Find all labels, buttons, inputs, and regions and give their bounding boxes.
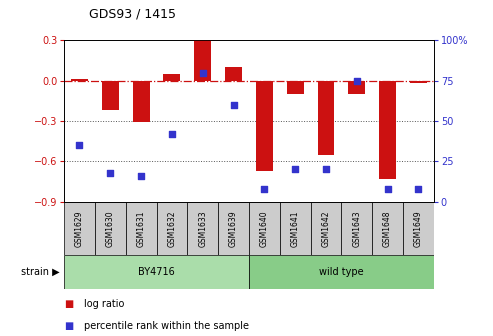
Text: GSM1640: GSM1640 bbox=[260, 210, 269, 247]
Text: GSM1629: GSM1629 bbox=[75, 210, 84, 247]
Bar bbox=[64, 202, 95, 255]
Text: GSM1633: GSM1633 bbox=[198, 210, 207, 247]
Bar bbox=[280, 202, 311, 255]
Bar bbox=[95, 202, 126, 255]
Bar bbox=[311, 202, 341, 255]
Bar bbox=[225, 67, 242, 81]
Bar bbox=[218, 202, 249, 255]
Bar bbox=[287, 81, 304, 94]
Text: GSM1631: GSM1631 bbox=[137, 210, 145, 247]
Bar bbox=[372, 202, 403, 255]
Text: percentile rank within the sample: percentile rank within the sample bbox=[84, 321, 249, 331]
Text: GSM1639: GSM1639 bbox=[229, 210, 238, 247]
Text: GSM1630: GSM1630 bbox=[106, 210, 115, 247]
Text: GSM1643: GSM1643 bbox=[352, 210, 361, 247]
Bar bbox=[157, 202, 187, 255]
Point bbox=[291, 167, 299, 172]
Bar bbox=[349, 81, 365, 94]
Bar bbox=[194, 40, 211, 81]
Text: ■: ■ bbox=[64, 321, 73, 331]
Text: strain ▶: strain ▶ bbox=[21, 267, 59, 277]
Bar bbox=[317, 81, 334, 155]
Point bbox=[75, 142, 83, 148]
Point bbox=[106, 170, 114, 175]
Text: GDS93 / 1415: GDS93 / 1415 bbox=[89, 7, 176, 20]
Point bbox=[260, 186, 268, 192]
Bar bbox=[341, 202, 372, 255]
Text: GSM1632: GSM1632 bbox=[168, 210, 176, 247]
Bar bbox=[249, 255, 434, 289]
Text: ■: ■ bbox=[64, 299, 73, 309]
Bar bbox=[403, 202, 434, 255]
Point bbox=[353, 78, 361, 83]
Bar bbox=[102, 81, 119, 110]
Bar bbox=[126, 202, 157, 255]
Point bbox=[322, 167, 330, 172]
Point bbox=[168, 131, 176, 136]
Text: GSM1648: GSM1648 bbox=[383, 210, 392, 247]
Bar bbox=[133, 81, 149, 122]
Bar bbox=[64, 255, 249, 289]
Bar bbox=[256, 81, 273, 171]
Point bbox=[230, 102, 238, 108]
Text: BY4716: BY4716 bbox=[138, 267, 175, 277]
Point bbox=[137, 173, 145, 178]
Bar bbox=[187, 202, 218, 255]
Point bbox=[415, 186, 423, 192]
Text: GSM1642: GSM1642 bbox=[321, 210, 330, 247]
Text: GSM1649: GSM1649 bbox=[414, 210, 423, 247]
Bar bbox=[249, 202, 280, 255]
Text: wild type: wild type bbox=[319, 267, 364, 277]
Point bbox=[199, 70, 207, 75]
Text: GSM1641: GSM1641 bbox=[291, 210, 300, 247]
Bar bbox=[71, 79, 88, 81]
Text: log ratio: log ratio bbox=[84, 299, 124, 309]
Point bbox=[384, 186, 391, 192]
Bar bbox=[410, 81, 427, 83]
Bar bbox=[164, 74, 180, 81]
Bar bbox=[379, 81, 396, 179]
